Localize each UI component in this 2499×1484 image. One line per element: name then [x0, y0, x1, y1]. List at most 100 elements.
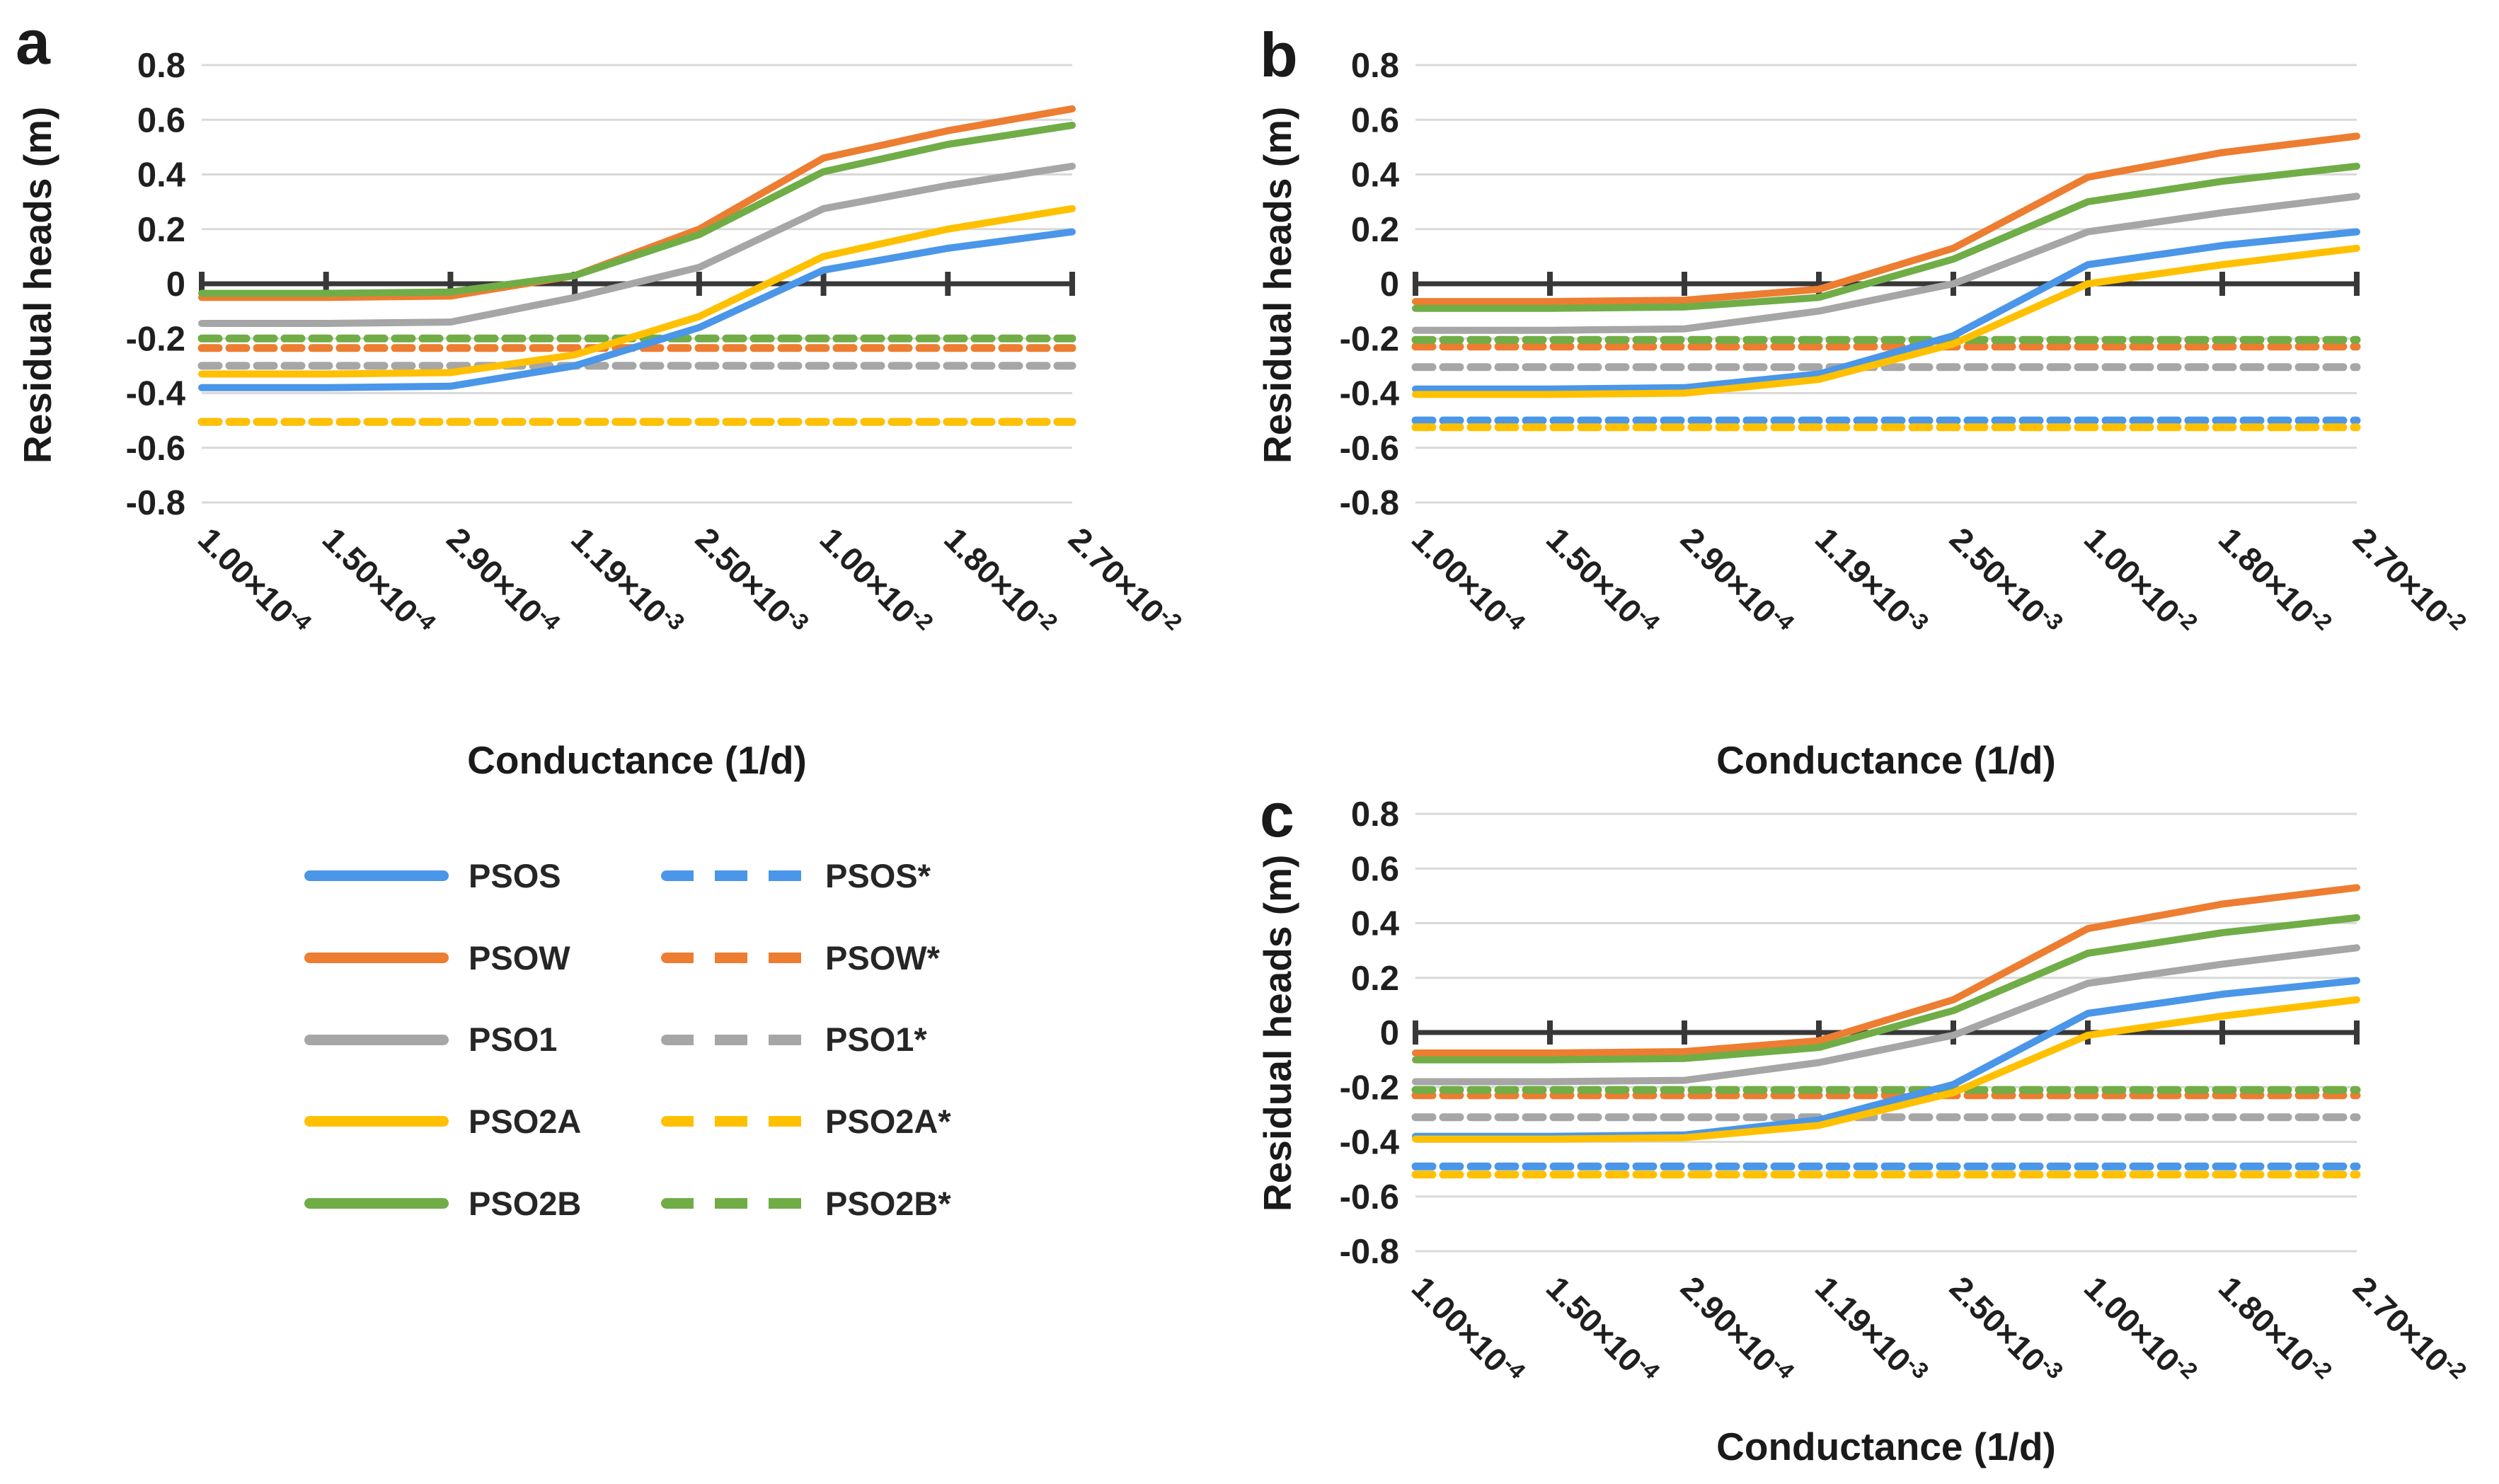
series-psow-line: [1412, 884, 2360, 1057]
series-pso2a-line: [198, 205, 1076, 378]
series-pso2b-line: [198, 122, 1076, 297]
y-tick-label-0.6: 0.6: [1351, 101, 1399, 139]
x-tick-label-6: 1.80×10-2: [2212, 1267, 2337, 1393]
x-tick-label-6: 1.80×10-2: [2212, 519, 2337, 644]
x-tick-label-1: 1.50×10-4: [316, 519, 442, 645]
y-tick-label--0.8: -0.8: [126, 484, 185, 522]
panel-b-y-tick-labels: 0.8 0.6 0.4 0.2 0 -0.2 -0.4 -0.6 -0.8: [1340, 47, 1399, 522]
panel-letter-c: c: [1260, 780, 1294, 850]
legend-label-pso1: PSO1: [469, 1020, 558, 1059]
x-tick-label-3: 1.19×10-3: [564, 519, 689, 644]
y-tick-label-0.4: 0.4: [1351, 156, 1399, 195]
y-tick-label--0.2: -0.2: [1340, 320, 1399, 358]
y-tick-label--0.8: -0.8: [1340, 484, 1399, 522]
legend-swatch-psos-star: [661, 870, 805, 882]
series-pso2b-line: [1412, 162, 2360, 312]
series-pso1-line: [1412, 192, 2360, 334]
y-axis-title-c: Residual heads (m): [1256, 854, 1299, 1212]
legend-label-pso2a: PSO2A: [469, 1103, 582, 1141]
x-tick-label-2: 2.90×10-4: [440, 519, 565, 645]
y-tick-label--0.6: -0.6: [1340, 430, 1399, 468]
x-tick-label-2: 2.90×10-4: [1674, 519, 1800, 645]
x-axis-title-a: Conductance (1/d): [467, 738, 807, 782]
panel-c-x-tick-labels: 1.00×10-4 1.50×10-4 2.90×10-4 1.19×10-3 2.50…: [1405, 1267, 2471, 1393]
x-tick-label-5: 1.00×10-2: [813, 519, 938, 644]
x-tick-label-0: 1.00×10-4: [191, 519, 317, 645]
y-tick-label-0.8: 0.8: [137, 47, 185, 85]
legend-swatch-psow: [304, 953, 449, 964]
legend-label-pso2a-star: PSO2A*: [825, 1103, 951, 1141]
x-tick-label-5: 1.00×10-2: [2077, 1267, 2202, 1393]
y-tick-label-0.2: 0.2: [1351, 211, 1399, 249]
x-tick-label-2: 2.90×10-4: [1674, 1267, 1800, 1393]
panel-a-series: [197, 105, 1076, 426]
x-tick-label-7: 2.70×10-2: [2346, 1267, 2471, 1393]
x-axis-title-b: Conductance (1/d): [1716, 738, 2056, 782]
series-pso2a-line: [1412, 996, 2360, 1143]
y-tick-label--0.4: -0.4: [126, 375, 185, 413]
x-tick-label-0: 1.00×10-4: [1405, 519, 1531, 645]
x-tick-label-7: 2.70×10-2: [2346, 519, 2471, 644]
series-pso2a-line: [1412, 244, 2360, 398]
y-tick-label--0.2: -0.2: [1340, 1069, 1399, 1107]
y-axis-title-a: Residual heads (m): [16, 106, 59, 464]
x-tick-label-4: 2.50×10-3: [1943, 1267, 2068, 1393]
panel-c: 0.80.60.40.20-0.2-0.4-0.6-0.81.00×10-4 1.…: [1340, 795, 2472, 1393]
x-axis-title-c: Conductance (1/d): [1716, 1425, 2056, 1468]
y-tick-label-0: 0: [1380, 1014, 1399, 1052]
x-tick-label-6: 1.80×10-2: [937, 519, 1062, 644]
y-tick-label-0.2: 0.2: [1351, 960, 1399, 998]
panel-c-gridlines: [1415, 812, 2357, 1253]
y-tick-label--0.4: -0.4: [1340, 375, 1399, 413]
x-tick-label-5: 1.00×10-2: [2077, 519, 2202, 644]
legend-label-pso2b-star: PSO2B*: [825, 1184, 951, 1222]
y-tick-label-0.8: 0.8: [1351, 795, 1399, 834]
legend-swatch-pso2a: [304, 1116, 449, 1127]
y-axis-title-b: Residual heads (m): [1256, 106, 1299, 464]
legend-swatch-psow-star: [661, 953, 805, 964]
panel-b-x-tick-labels: 1.00×10-4 1.50×10-4 2.90×10-4 1.19×10-3 2.50…: [1405, 519, 2471, 645]
series-pso1-line: [198, 162, 1076, 327]
series-pso2b-line: [1412, 914, 2360, 1064]
y-tick-label-0: 0: [1380, 265, 1399, 304]
series-psow-line: [198, 105, 1076, 301]
legend-swatch-psos: [304, 870, 449, 882]
legend-swatch-pso2b-star: [661, 1198, 805, 1209]
x-tick-label-4: 2.50×10-3: [689, 519, 814, 644]
legend-swatch-pso1: [304, 1034, 449, 1045]
legend-label-psow: PSOW: [469, 938, 570, 977]
x-tick-label-7: 2.70×10-2: [1062, 519, 1187, 644]
panel-b: 0.80.60.40.20-0.2-0.4-0.6-0.81.00×10-4 1.…: [1340, 47, 2472, 645]
panel-a-x-tick-labels: 1.00×10-41.50×10-42.90×10-41.19×10-32.50…: [191, 519, 1187, 645]
panel-c-y-tick-labels: 0.8 0.6 0.4 0.2 0 -0.2 -0.4 -0.6 -0.8: [1340, 795, 1399, 1271]
x-tick-label-4: 2.50×10-3: [1943, 519, 2068, 644]
legend-swatch-pso2a-star: [661, 1116, 805, 1127]
x-tick-label-1: 1.50×10-4: [1539, 1267, 1665, 1393]
panel-c-series: [1411, 884, 2361, 1179]
series-psow-line: [1412, 132, 2360, 306]
x-tick-label-3: 1.19×10-3: [1808, 1267, 1934, 1393]
legend-label-pso2b: PSO2B: [469, 1184, 582, 1222]
y-tick-label--0.4: -0.4: [1340, 1124, 1399, 1162]
x-tick-label-1: 1.50×10-4: [1539, 519, 1665, 645]
legend-swatch-pso2b: [304, 1198, 449, 1209]
y-tick-label-0.8: 0.8: [1351, 47, 1399, 85]
y-tick-label-0.2: 0.2: [137, 211, 185, 249]
y-tick-label-0.6: 0.6: [137, 101, 185, 139]
legend-label-pso1-star: PSO1*: [825, 1020, 927, 1059]
panel-letter-a: a: [16, 7, 50, 77]
series-pso1-line: [1412, 944, 2360, 1086]
y-tick-label-0.4: 0.4: [137, 156, 185, 195]
legend: PSOS PSOS* PSOW PSOW* PSO1 PSO1* PSO2A P…: [304, 858, 1023, 1221]
series-psos-line: [1412, 228, 2360, 393]
legend-label-psos-star: PSOS*: [825, 857, 931, 895]
x-tick-label-0: 1.00×10-4: [1405, 1267, 1531, 1393]
panel-a: 0.80.60.40.20-0.2-0.4-0.6-0.81.00×10-41.…: [126, 47, 1188, 645]
y-tick-label--0.6: -0.6: [126, 430, 185, 468]
y-tick-label-0.4: 0.4: [1351, 905, 1399, 943]
y-tick-label--0.8: -0.8: [1340, 1233, 1399, 1271]
panel-b-series: [1411, 132, 2361, 432]
x-tick-label-3: 1.19×10-3: [1808, 519, 1934, 644]
panel-letter-b: b: [1260, 20, 1298, 90]
